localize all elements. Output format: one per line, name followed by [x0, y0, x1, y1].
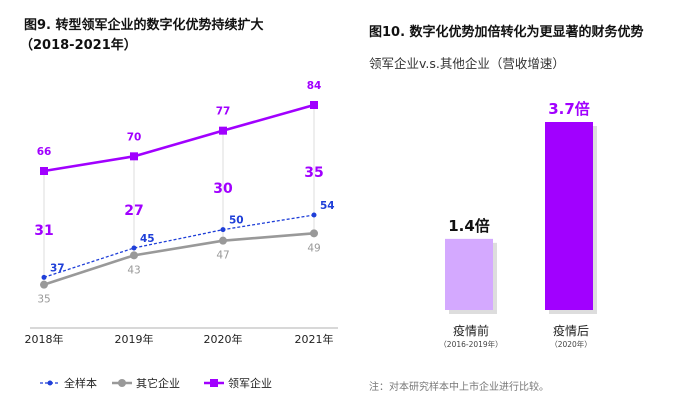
data-point — [131, 245, 137, 251]
legend-label: 其它企业 — [136, 376, 180, 390]
data-point — [41, 274, 47, 280]
legend-label: 全样本 — [64, 376, 97, 390]
gap-label: 30 — [213, 181, 233, 197]
bar — [445, 238, 493, 310]
gap-label: 35 — [304, 165, 323, 181]
data-point — [130, 251, 138, 260]
data-label: 37 — [50, 262, 65, 274]
legend-marker — [210, 379, 218, 387]
data-label: 77 — [216, 106, 231, 118]
bar-category-label: 疫情前 — [453, 323, 489, 338]
series-line-全样本 — [43, 214, 315, 278]
data-point — [219, 126, 227, 135]
data-label: 49 — [307, 242, 320, 254]
data-label: 66 — [37, 146, 52, 158]
bar — [545, 122, 593, 310]
data-label: 47 — [216, 250, 229, 262]
bar-category-label: 疫情后 — [553, 323, 589, 338]
data-point — [311, 212, 317, 218]
bar-chart-note: 注：对本研究样本中上市企业进行比较。 — [369, 382, 549, 393]
data-point — [219, 236, 227, 245]
legend-marker — [118, 379, 126, 387]
x-tick-label: 2020年 — [204, 332, 243, 346]
series-line-领军企业 — [43, 103, 315, 173]
data-label: 84 — [307, 80, 322, 92]
data-point — [310, 101, 318, 109]
line-chart-title: 图9. 转型领军企业的数字化优势持续扩大 — [24, 18, 264, 33]
x-tick-label: 2019年 — [115, 332, 154, 346]
bar-category-note: （2020年） — [550, 339, 592, 349]
bar-chart-title: 图10. 数字化优势加倍转化为更显著的财务优势 — [369, 25, 644, 40]
data-label: 35 — [37, 294, 50, 306]
gap-label: 31 — [34, 223, 53, 239]
data-label: 45 — [140, 233, 155, 245]
data-label: 43 — [127, 264, 140, 276]
data-point — [40, 280, 48, 289]
x-tick-label: 2018年 — [25, 332, 64, 346]
bar-data-label: 3.7倍 — [548, 100, 590, 118]
data-point — [310, 229, 318, 238]
gap-label: 27 — [124, 203, 143, 219]
series-line-其它企业 — [43, 232, 315, 286]
line-chart-subtitle: （2018-2021年） — [20, 38, 137, 53]
bar-chart-subtitle: 领军企业v.s.其他企业（营收增速） — [369, 56, 565, 71]
x-tick-label: 2021年 — [295, 332, 334, 346]
data-point — [130, 152, 138, 161]
data-label: 54 — [320, 200, 335, 212]
data-label: 50 — [229, 215, 244, 227]
data-label: 70 — [127, 131, 142, 143]
bar-data-label: 1.4倍 — [448, 217, 490, 235]
bar-category-note: （2016-2019年） — [439, 339, 502, 349]
data-point — [220, 227, 226, 233]
legend-label: 领军企业 — [228, 376, 272, 390]
legend-marker — [47, 380, 53, 386]
data-point — [40, 167, 48, 175]
